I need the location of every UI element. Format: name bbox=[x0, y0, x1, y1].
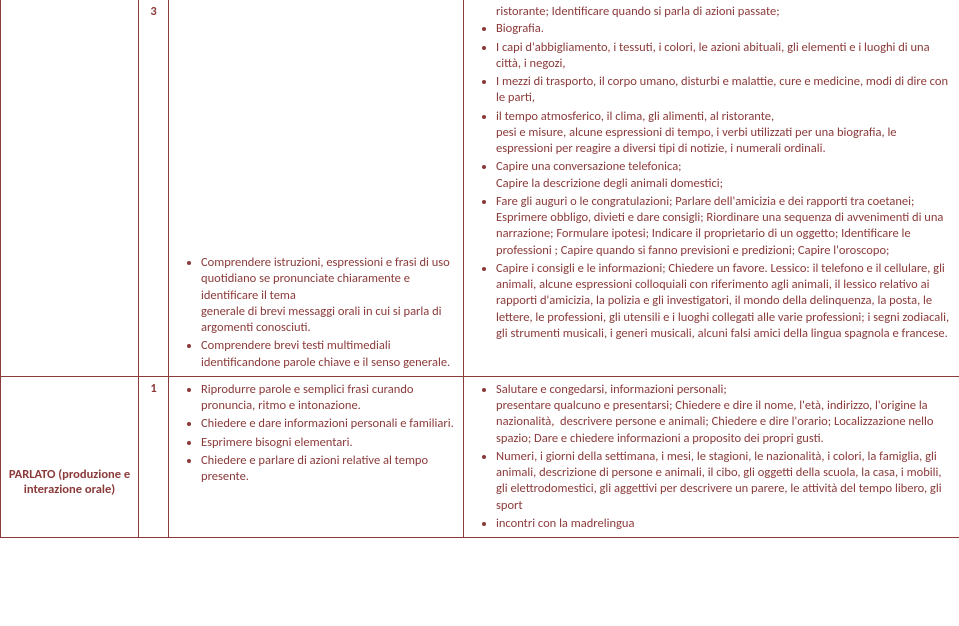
list-item: Comprendere brevi testi multimediali ide… bbox=[201, 337, 457, 372]
list-item: Salutare e congedarsi, informazioni pers… bbox=[496, 381, 953, 448]
row-number-cell: 1 bbox=[139, 376, 169, 537]
content-list: Capire una conversazione telefonica; Cap… bbox=[470, 158, 953, 343]
list-item: il tempo atmosferico, il clima, gli alim… bbox=[496, 108, 953, 159]
content-text-cont: pesi e misure, alcune espressioni di tem… bbox=[496, 125, 953, 158]
table-row: PARLATO (produzione e interazione orale)… bbox=[1, 376, 959, 537]
table-row: 3 Comprendere istruzioni, espressioni e … bbox=[1, 0, 959, 376]
content-text: Capire una conversazione telefonica; bbox=[496, 159, 682, 174]
objectives-list: Riprodurre parole e semplici frasi curan… bbox=[175, 381, 457, 487]
objectives-cell: Comprendere istruzioni, espressioni e fr… bbox=[169, 0, 464, 376]
list-item: Chiedere e parlare di azioni relative al… bbox=[201, 452, 457, 487]
content-cell: Salutare e congedarsi, informazioni pers… bbox=[464, 376, 959, 537]
row-number: 1 bbox=[150, 381, 156, 396]
list-item: Fare gli auguri o le congratulazioni; Pa… bbox=[496, 193, 953, 260]
objectives-list: Comprendere istruzioni, espressioni e fr… bbox=[175, 254, 457, 372]
list-item: Capire una conversazione telefonica; Cap… bbox=[496, 158, 953, 193]
list-item: I capi d'abbigliamento, i tessuti, i col… bbox=[496, 39, 953, 74]
curriculum-table: 3 Comprendere istruzioni, espressioni e … bbox=[0, 0, 959, 538]
row-label-cell bbox=[1, 0, 139, 376]
list-item: Riprodurre parole e semplici frasi curan… bbox=[201, 381, 457, 416]
list-item: Esprimere bisogni elementari. bbox=[201, 434, 457, 452]
list-item: Biografia. bbox=[496, 20, 953, 38]
row-number-cell: 3 bbox=[139, 0, 169, 376]
content-text-cont: Capire la descrizione degli animali dome… bbox=[496, 176, 953, 192]
content-list-pre: Biografia. I capi d'abbigliamento, i tes… bbox=[470, 20, 953, 158]
row-number: 3 bbox=[150, 4, 156, 19]
row-label-cell: PARLATO (produzione e interazione orale) bbox=[1, 376, 139, 537]
list-item: Capire i consigli e le informazioni; Chi… bbox=[496, 260, 953, 343]
content-list: Salutare e congedarsi, informazioni pers… bbox=[470, 381, 953, 533]
list-item: Numeri, i giorni della settimana, i mesi… bbox=[496, 448, 953, 515]
list-item: Comprendere istruzioni, espressioni e fr… bbox=[201, 254, 457, 337]
objectives-cell: Riprodurre parole e semplici frasi curan… bbox=[169, 376, 464, 537]
content-text: Salutare e congedarsi, informazioni pers… bbox=[496, 382, 727, 397]
content-text: il tempo atmosferico, il clima, gli alim… bbox=[496, 109, 774, 124]
content-continuation: ristorante; Identificare quando si parla… bbox=[470, 4, 953, 20]
list-item: Chiedere e dare informazioni personali e… bbox=[201, 415, 457, 433]
content-text-cont: presentare qualcuno e presentarsi; Chied… bbox=[496, 398, 953, 447]
objective-text-cont: generale di brevi messaggi orali in cui … bbox=[201, 304, 457, 337]
list-item: I mezzi di trasporto, il corpo umano, di… bbox=[496, 73, 953, 108]
objective-text: Comprendere istruzioni, espressioni e fr… bbox=[201, 255, 450, 303]
content-cell: ristorante; Identificare quando si parla… bbox=[464, 0, 959, 376]
section-label: PARLATO (produzione e interazione orale) bbox=[7, 417, 132, 497]
list-item: incontri con la madrelingua bbox=[496, 515, 953, 533]
